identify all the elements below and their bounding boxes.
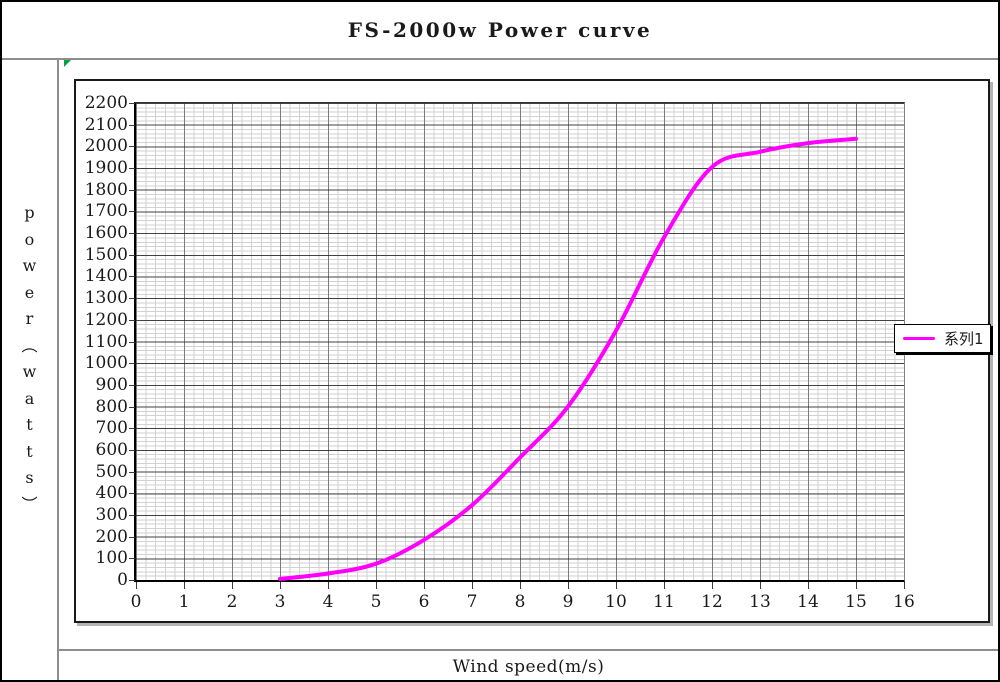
y-tick-label: 700	[95, 418, 128, 439]
x-tick-label: 3	[274, 592, 286, 612]
y-tick-label: 300	[95, 504, 128, 525]
x-tick-label: 12	[701, 592, 723, 612]
x-tick-mark	[616, 582, 617, 589]
y-tick-mark	[129, 514, 135, 516]
x-tick-mark	[520, 582, 521, 589]
x-tick-label: 4	[322, 592, 334, 612]
x-tick-label: 15	[845, 592, 867, 612]
y-tick-mark	[129, 384, 135, 386]
y-tick-label: 900	[95, 374, 128, 395]
y-tick-mark	[129, 189, 135, 191]
y-tick-label: 1800	[84, 179, 128, 200]
x-tick-mark	[184, 582, 185, 589]
x-tick-label: 8	[514, 592, 526, 612]
x-tick-label: 1	[178, 592, 190, 612]
x-tick-label: 10	[605, 592, 627, 612]
x-tick-label: 11	[653, 592, 675, 612]
x-tick-label: 14	[797, 592, 819, 612]
y-tick-label: 1600	[84, 223, 128, 244]
y-tick-mark	[129, 363, 135, 365]
y-tick-label: 1900	[84, 158, 128, 179]
series-curve-layer	[278, 136, 858, 581]
x-tick-mark	[328, 582, 329, 589]
x-tick-mark	[424, 582, 425, 589]
x-tick-label: 6	[418, 592, 430, 612]
x-tick-mark	[472, 582, 473, 589]
y-tick-mark	[129, 580, 135, 581]
y-tick-mark	[129, 254, 135, 256]
y-tick-mark	[129, 406, 135, 408]
y-tick-label: 1300	[84, 288, 128, 309]
y-tick-label: 0	[117, 570, 128, 590]
x-tick-mark	[808, 582, 809, 589]
y-tick-label: 200	[95, 526, 128, 547]
x-tick-mark	[376, 582, 377, 589]
x-tick-label: 7	[466, 592, 478, 612]
y-tick-label: 2100	[84, 114, 128, 135]
y-tick-mark	[129, 558, 135, 560]
x-tick-label: 9	[562, 592, 574, 612]
x-axis-title-band: Wind speed(m/s)	[59, 649, 998, 680]
x-tick-label: 16	[893, 592, 915, 612]
y-tick-mark	[129, 319, 135, 321]
x-axis-title: Wind speed(m/s)	[452, 656, 605, 677]
y-tick-mark	[129, 428, 135, 430]
legend[interactable]: 系列1	[894, 324, 991, 353]
y-tick-mark	[129, 471, 135, 473]
x-tick-mark	[568, 582, 569, 589]
plot-grid-area[interactable]	[134, 102, 905, 582]
y-axis-title: p o w e r ︵ w a t t s ︶	[21, 203, 38, 514]
y-tick-label: 1000	[84, 353, 128, 374]
chart-title-band: FS-2000w Power curve	[2, 2, 998, 60]
y-tick-label: 1200	[84, 309, 128, 330]
legend-series-label: 系列1	[944, 330, 984, 348]
y-tick-mark	[129, 536, 135, 538]
y-axis-title-band: p o w e r ︵ w a t t s ︶	[2, 60, 59, 680]
y-tick-mark	[129, 233, 135, 235]
chart-title: FS-2000w Power curve	[347, 18, 653, 42]
x-tick-mark	[904, 582, 905, 589]
power-curve-line[interactable]	[278, 136, 858, 581]
y-tick-mark	[129, 146, 135, 148]
y-tick-mark	[129, 103, 135, 104]
chart-area[interactable]: 0 100 200 300 400 500 600 700 800 900 1000 1100 1200…	[74, 79, 991, 623]
y-tick-label: 1700	[84, 201, 128, 222]
x-tick-label: 2	[226, 592, 238, 612]
x-tick-mark	[136, 582, 137, 589]
y-tick-mark	[129, 124, 135, 126]
y-tick-label: 400	[95, 483, 128, 504]
x-tick-mark	[712, 582, 713, 589]
x-tick-label: 5	[370, 592, 382, 612]
y-tick-mark	[129, 449, 135, 451]
y-tick-label: 1100	[84, 331, 128, 352]
x-tick-mark	[280, 582, 281, 589]
y-tick-label: 600	[95, 439, 128, 460]
x-tick-mark	[856, 582, 857, 589]
y-tick-mark	[129, 341, 135, 343]
x-tick-mark	[232, 582, 233, 589]
y-tick-label: 2200	[84, 93, 128, 113]
y-tick-label: 500	[95, 461, 128, 482]
y-tick-mark	[129, 493, 135, 495]
y-tick-mark	[129, 276, 135, 278]
y-tick-label: 100	[95, 548, 128, 569]
y-tick-label: 1400	[84, 266, 128, 287]
x-tick-label: 0	[130, 592, 142, 612]
y-tick-mark	[129, 298, 135, 300]
y-tick-label: 800	[95, 396, 128, 417]
legend-series-line-sample	[903, 337, 935, 340]
x-tick-mark	[760, 582, 761, 589]
x-tick-label: 13	[749, 592, 771, 612]
y-tick-mark	[129, 211, 135, 213]
y-tick-label: 2000	[84, 136, 128, 157]
selection-corner-triangle-icon	[64, 60, 71, 67]
x-tick-mark	[664, 582, 665, 589]
y-tick-label: 1500	[84, 244, 128, 265]
y-tick-mark	[129, 168, 135, 170]
